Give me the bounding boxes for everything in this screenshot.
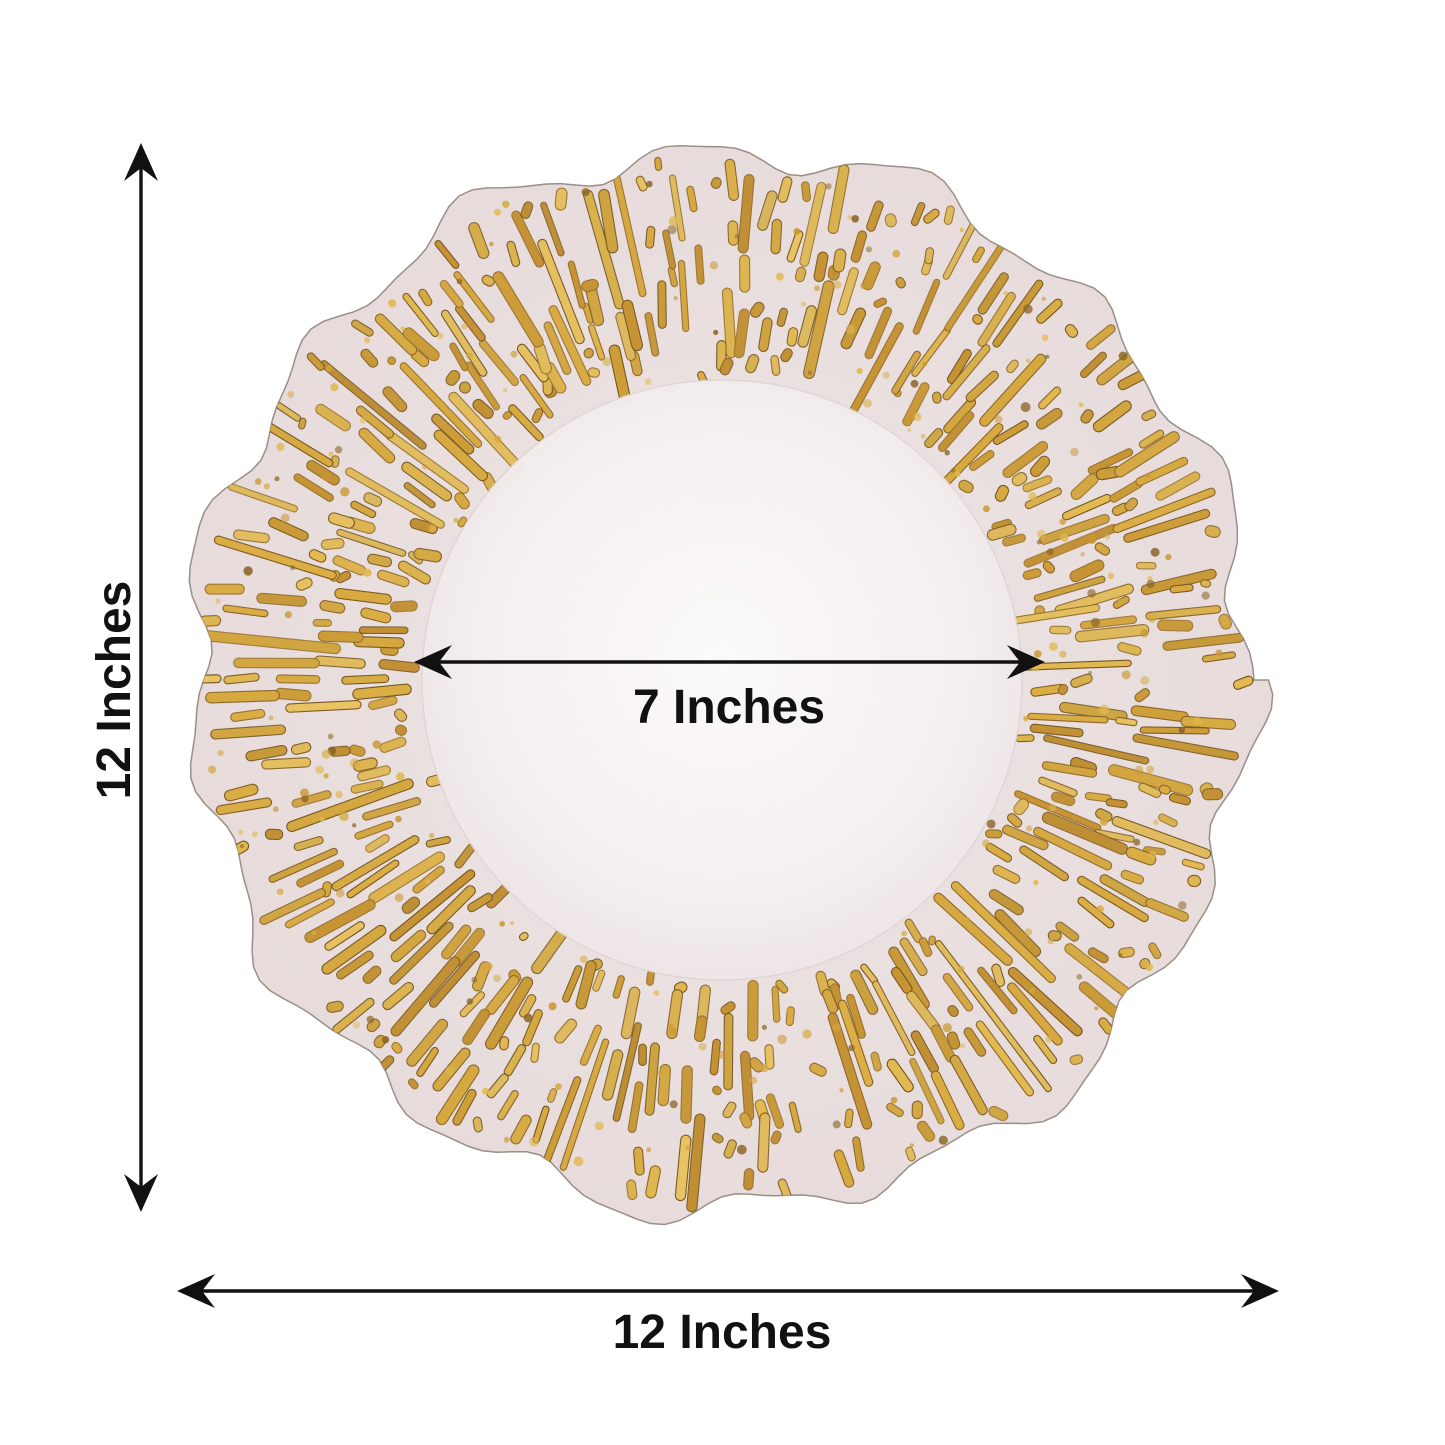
svg-text:12 Inches: 12 Inches	[613, 1306, 832, 1359]
svg-text:12 Inches: 12 Inches	[88, 581, 141, 800]
svg-text:7 Inches: 7 Inches	[633, 681, 825, 734]
